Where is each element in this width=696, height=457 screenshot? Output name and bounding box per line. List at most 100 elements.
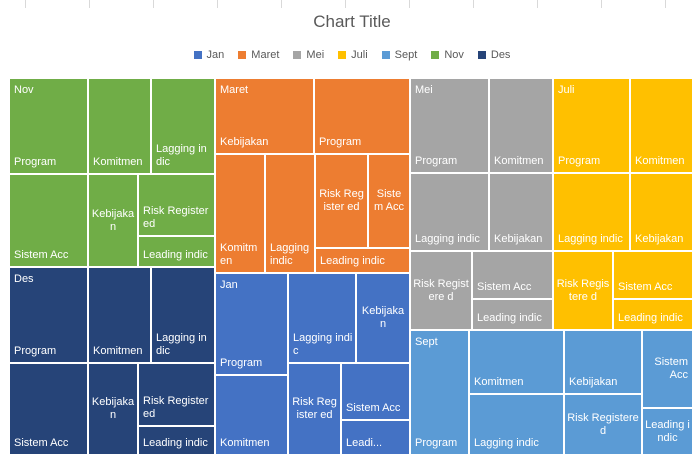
treemap-cell-des-komitmen: Komitmen bbox=[88, 267, 151, 363]
cell-label: Lagging indic bbox=[293, 332, 353, 357]
treemap-cell-sept-leading-indic: Leading indic bbox=[642, 408, 693, 455]
cell-label: Komitmen bbox=[220, 437, 270, 449]
cell-label: Komitmen bbox=[93, 156, 143, 168]
cell-label: Risk Register ed bbox=[292, 396, 337, 421]
cell-label: Risk Registered bbox=[567, 411, 639, 437]
treemap-cell-sept-risk-registered: Risk Registered bbox=[564, 394, 642, 455]
treemap-cell-jan-program: Program bbox=[215, 273, 288, 375]
treemap-cell-nov-kebijakan: Kebijaka n bbox=[88, 174, 138, 267]
treemap-cell-juli-program: Program bbox=[553, 78, 630, 173]
legend-item-sept: Sept bbox=[381, 49, 418, 61]
cell-label: Program bbox=[14, 345, 57, 357]
treemap-cell-mei-risk-registered: Risk Registere d bbox=[410, 251, 472, 330]
cell-label: Risk Registere d bbox=[556, 277, 610, 303]
cell-label: Kebijaka n bbox=[361, 305, 405, 330]
treemap-cell-sept-komitmen: Komitmen bbox=[469, 330, 564, 394]
treemap-cell-maret-risk-registered: Risk Register ed bbox=[315, 154, 368, 248]
treemap-cell-des-kebijakan: Kebijaka n bbox=[88, 363, 138, 455]
cell-label: Kebijakan bbox=[220, 136, 269, 148]
cell-label: Program bbox=[415, 437, 458, 449]
cell-label: Komitmen bbox=[635, 155, 685, 167]
chart-title: Chart Title bbox=[313, 12, 391, 31]
treemap-cell-sept-lagging-indic: Lagging indic bbox=[469, 394, 564, 455]
treemap-cell-des-sistem-acc: Sistem Acc bbox=[9, 363, 88, 455]
legend-label: Des bbox=[490, 49, 511, 61]
cell-label: Kebijaka n bbox=[91, 396, 135, 421]
treemap-cell-jan-lagging-indic: Lagging indic bbox=[288, 273, 356, 363]
cell-label: Sistem Acc bbox=[618, 281, 673, 293]
treemap-cell-mei-program: Program bbox=[410, 78, 489, 173]
legend-swatch bbox=[381, 51, 390, 59]
cell-label: Komitmen bbox=[474, 376, 524, 388]
treemap-cell-des-leading-indic: Leading indic bbox=[138, 426, 215, 455]
cell-label: Sistem Acc bbox=[477, 281, 532, 293]
cell-label: Leading indic bbox=[143, 437, 208, 449]
legend-label: Maret bbox=[251, 49, 280, 61]
treemap-cell-nov-leading-indic: Leading indic bbox=[138, 236, 215, 267]
treemap-cell-juli-lagging-indic: Lagging indic bbox=[553, 173, 630, 251]
cell-label: Program bbox=[319, 136, 362, 148]
treemap-cell-des-risk-registered: Risk Registered bbox=[138, 363, 215, 426]
cell-label: Program bbox=[220, 357, 263, 369]
treemap-cell-jan-sistem-acc: Sistem Acc bbox=[341, 363, 410, 420]
treemap-cell-jan-kebijakan: Kebijaka n bbox=[356, 273, 410, 363]
treemap-cell-des-lagging-indic: Lagging indic bbox=[151, 267, 215, 363]
treemap-cell-maret-lagging-indic: Lagging indic bbox=[265, 154, 315, 273]
treemap-cell-mei-lagging-indic: Lagging indic bbox=[410, 173, 489, 251]
cell-label: Siste m Acc bbox=[374, 188, 404, 213]
treemap-cell-juli-kebijakan: Kebijakan bbox=[630, 173, 693, 251]
legend-swatch bbox=[338, 51, 347, 59]
cell-label: Kebijaka n bbox=[91, 207, 135, 233]
cell-label: Lagging indic bbox=[156, 332, 207, 357]
treemap-cell-nov-program: Program bbox=[9, 78, 88, 174]
legend-label: Jan bbox=[206, 49, 225, 61]
legend-swatch bbox=[238, 51, 247, 59]
cell-label: Program bbox=[415, 155, 458, 167]
treemap-cell-jan-komitmen: Komitmen bbox=[215, 375, 288, 455]
legend-swatch bbox=[293, 51, 302, 59]
treemap-cell-nov-risk-registered: Risk Registered bbox=[138, 174, 215, 236]
cell-label: Lagging indic bbox=[558, 233, 623, 245]
cell-label: Sistem Acc bbox=[346, 402, 401, 414]
cell-label: Leadi... bbox=[346, 437, 383, 449]
legend-item-nov: Nov bbox=[431, 49, 464, 61]
cell-label: Risk Registere d bbox=[413, 277, 469, 303]
cell-label: Lagging indic bbox=[415, 233, 480, 245]
treemap-cell-jan-risk-registered: Risk Register ed bbox=[288, 363, 341, 455]
cell-label: Lagging indic bbox=[270, 242, 310, 267]
treemap-cell-jan-leading-indic: Leadi... bbox=[341, 420, 410, 455]
cell-label: Leading indic bbox=[477, 312, 542, 324]
legend-label: Sept bbox=[394, 49, 418, 61]
cell-label: Risk Registered bbox=[143, 205, 209, 230]
treemap-cell-maret-komitmen: Komitm en bbox=[215, 154, 265, 273]
cell-label: Leading indic bbox=[320, 255, 385, 267]
legend-label: Juli bbox=[351, 49, 368, 61]
legend-item-jan: Jan bbox=[193, 49, 225, 61]
treemap-cell-maret-sistem-acc: Siste m Acc bbox=[368, 154, 410, 248]
cell-label: Sistem Acc bbox=[14, 249, 69, 261]
legend-item-des: Des bbox=[477, 49, 511, 61]
cell-label: Risk Register ed bbox=[319, 188, 364, 213]
cell-label: Leading indic bbox=[143, 249, 208, 261]
treemap-cell-nov-komitmen: Komitmen bbox=[88, 78, 151, 174]
treemap-cell-sept-sistem-acc: Sistem Acc bbox=[642, 330, 693, 408]
legend-swatch bbox=[193, 51, 202, 59]
cell-label: Lagging indic bbox=[474, 437, 539, 449]
legend-item-maret: Maret bbox=[238, 49, 279, 61]
cell-label: Risk Registered bbox=[143, 395, 209, 420]
treemap-cell-nov-lagging-indic: Lagging indic bbox=[151, 78, 215, 174]
treemap-cell-mei-sistem-acc: Sistem Acc bbox=[472, 251, 553, 299]
cell-label: Program bbox=[14, 156, 57, 168]
cell-label: Komitm en bbox=[220, 242, 258, 267]
treemap-cell-mei-komitmen: Komitmen bbox=[489, 78, 553, 173]
treemap-cell-sept-program: Program bbox=[410, 330, 469, 455]
cell-label: Kebijakan bbox=[635, 233, 684, 245]
treemap-cell-nov-sistem-acc: Sistem Acc bbox=[9, 174, 88, 267]
legend-item-mei: Mei bbox=[293, 49, 324, 61]
cell-label: Program bbox=[558, 155, 601, 167]
treemap-cell-juli-sistem-acc: Sistem Acc bbox=[613, 251, 693, 299]
treemap-cell-maret-leading-indic: Leading indic bbox=[315, 248, 410, 273]
treemap-cell-juli-komitmen: Komitmen bbox=[630, 78, 693, 173]
treemap-cell-maret-kebijakan: Kebijakan bbox=[215, 78, 314, 154]
legend-label: Nov bbox=[444, 49, 464, 61]
